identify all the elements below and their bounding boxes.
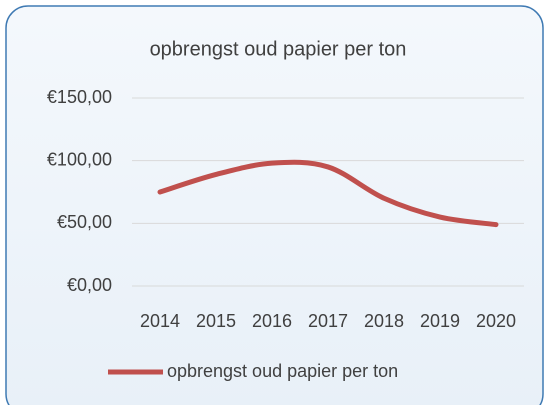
y-tick-label: €0,00 [67,275,112,295]
x-tick-label: 2017 [308,311,348,331]
y-tick-label: €100,00 [47,149,112,169]
x-tick-label: 2019 [420,311,460,331]
x-tick-label: 2018 [364,311,404,331]
x-tick-label: 2015 [196,311,236,331]
x-tick-label: 2014 [140,311,180,331]
series-line [157,159,499,228]
legend-label: opbrengst oud papier per ton [167,361,398,381]
chart-frame [5,5,544,405]
y-tick-label: €150,00 [47,87,112,107]
x-tick-label: 2016 [252,311,292,331]
y-tick-label: €50,00 [57,212,112,232]
x-tick-label: 2020 [476,311,516,331]
chart-title: opbrengst oud papier per ton [150,38,407,60]
